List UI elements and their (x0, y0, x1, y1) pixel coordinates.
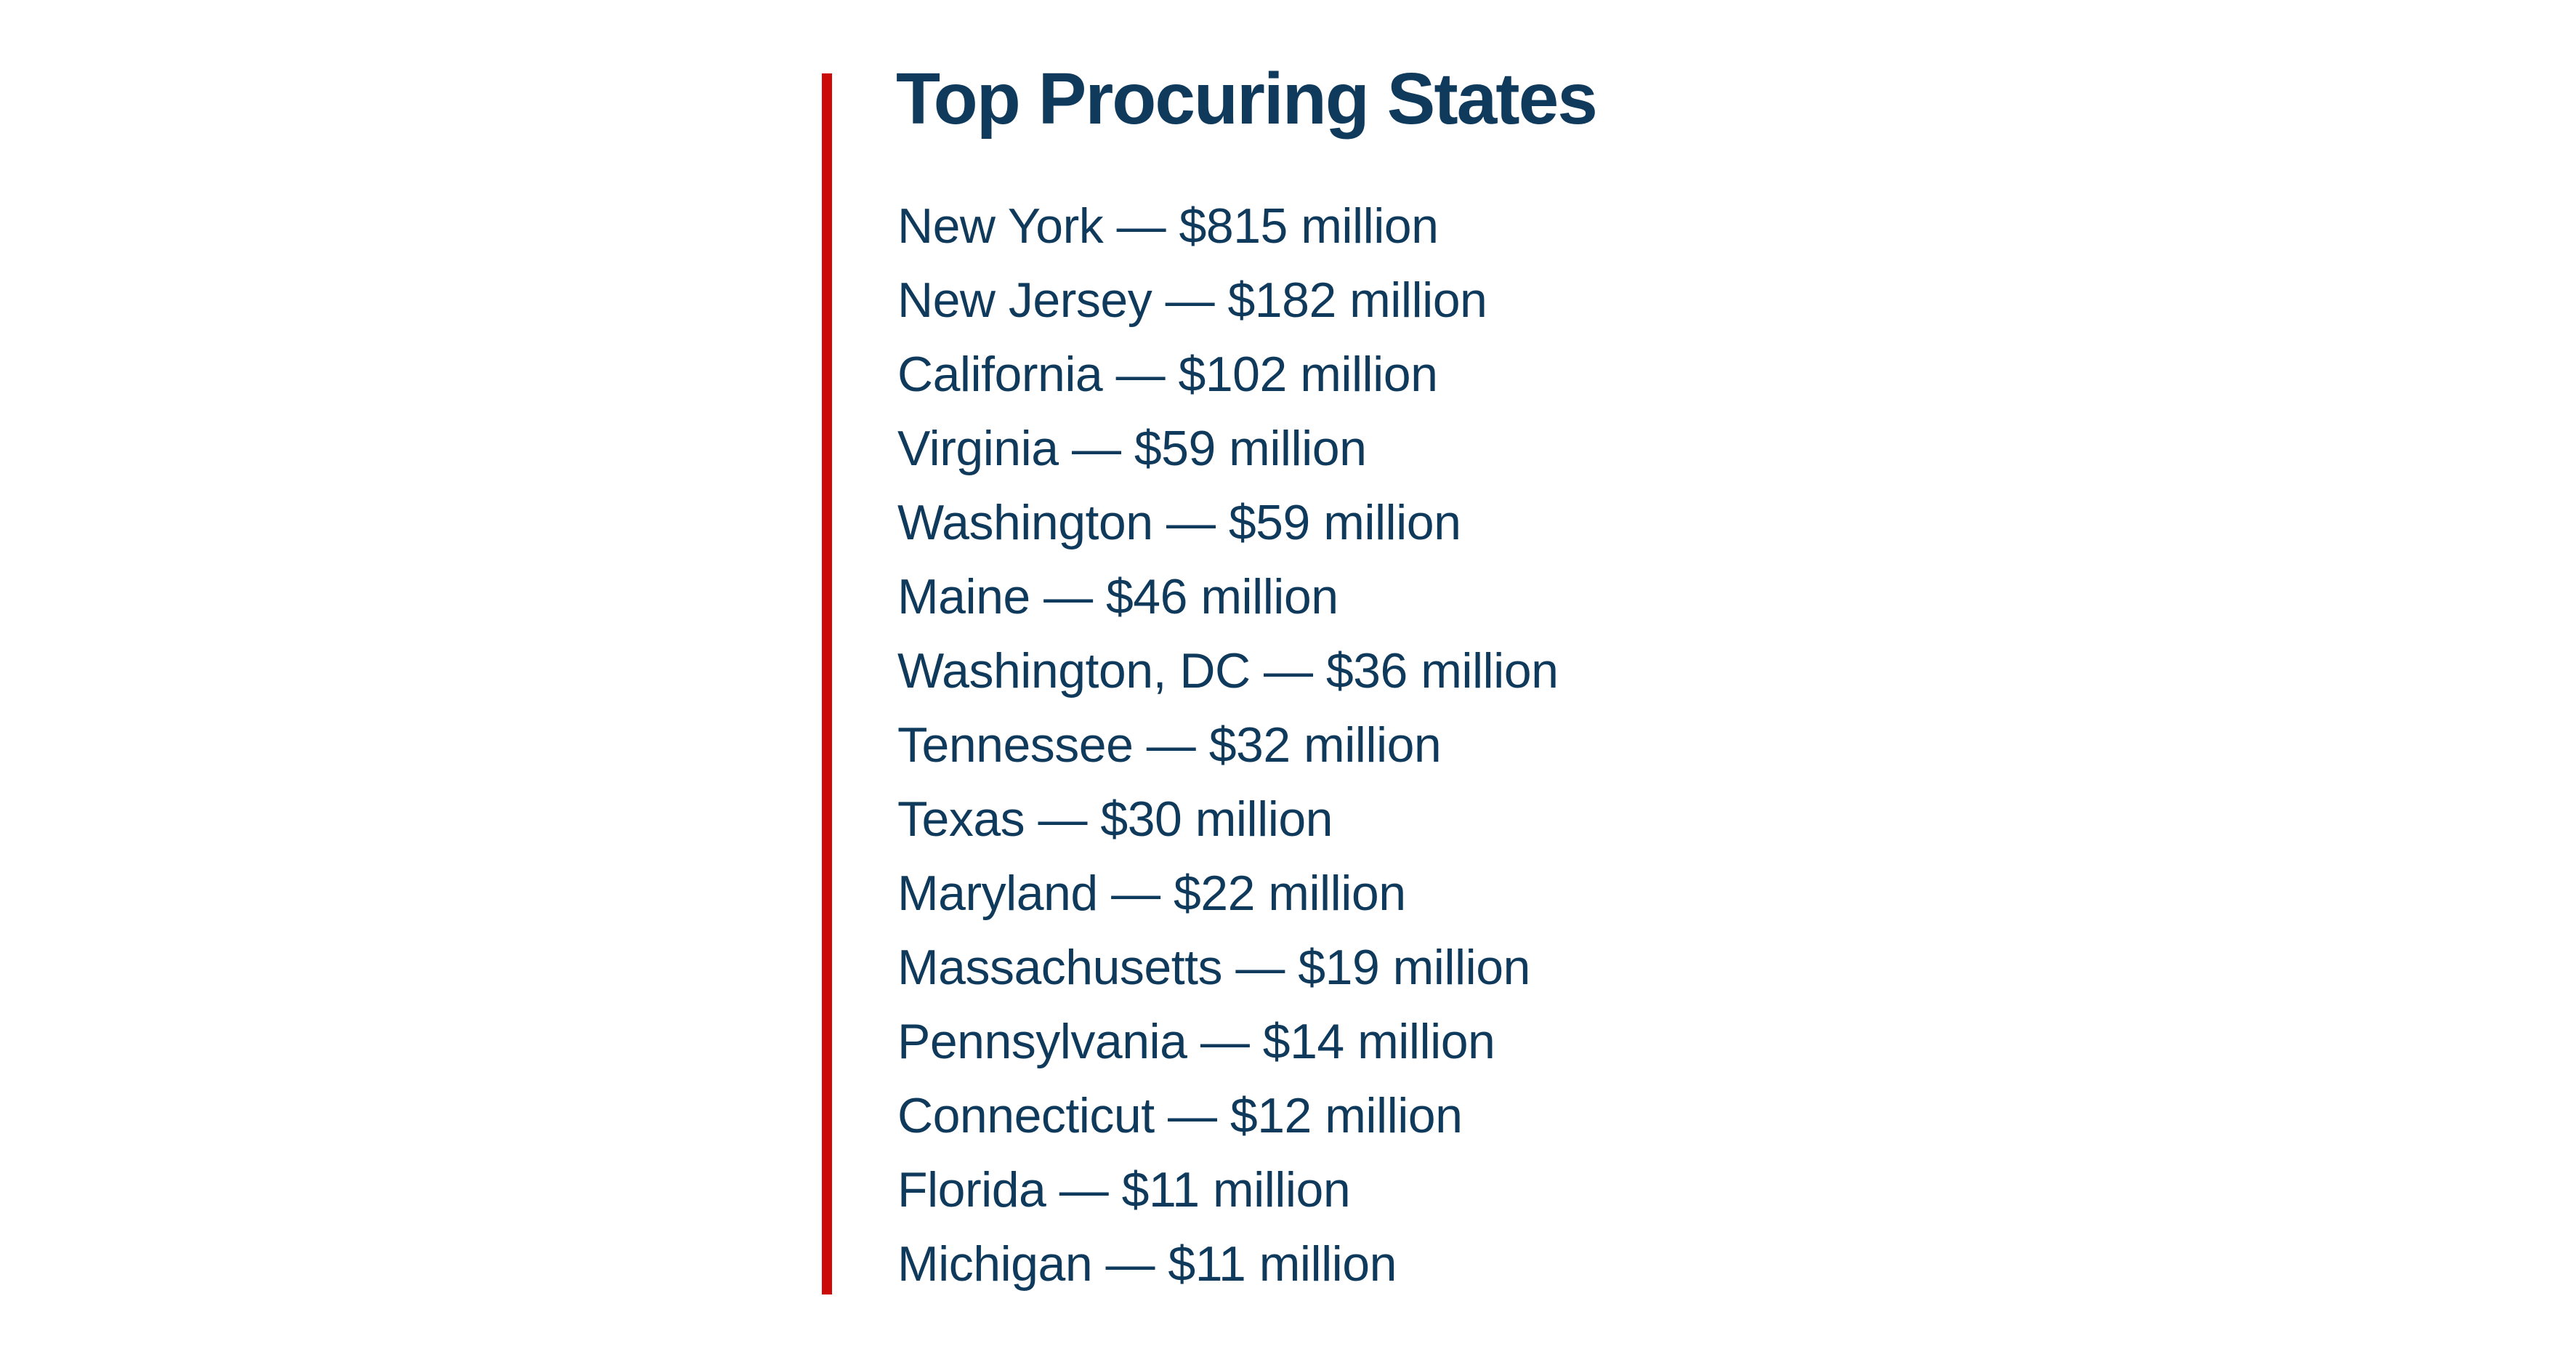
list-item: Pennsylvania — $14 million (897, 1014, 1495, 1069)
list-item: Connecticut — $12 million (897, 1088, 1463, 1143)
accent-bar (822, 73, 832, 1294)
list-item: Maryland — $22 million (897, 866, 1406, 921)
list-item: Massachusetts — $19 million (897, 940, 1530, 995)
list-item: Washington, DC — $36 million (897, 643, 1559, 698)
list-item: Florida — $11 million (897, 1162, 1351, 1217)
list-item: California — $102 million (897, 347, 1438, 402)
list-item: Maine — $46 million (897, 569, 1339, 624)
list-item: Washington — $59 million (897, 495, 1461, 550)
page-title: Top Procuring States (896, 58, 1598, 140)
list-item: Texas — $30 million (897, 792, 1333, 847)
list-item: New Jersey — $182 million (897, 273, 1487, 328)
list-item: Tennessee — $32 million (897, 717, 1442, 773)
list-item: Michigan — $11 million (897, 1236, 1397, 1292)
list-item: New York — $815 million (897, 198, 1439, 254)
list-item: Virginia — $59 million (897, 421, 1367, 476)
states-list: New York — $815 million New Jersey — $18… (897, 189, 1559, 1301)
